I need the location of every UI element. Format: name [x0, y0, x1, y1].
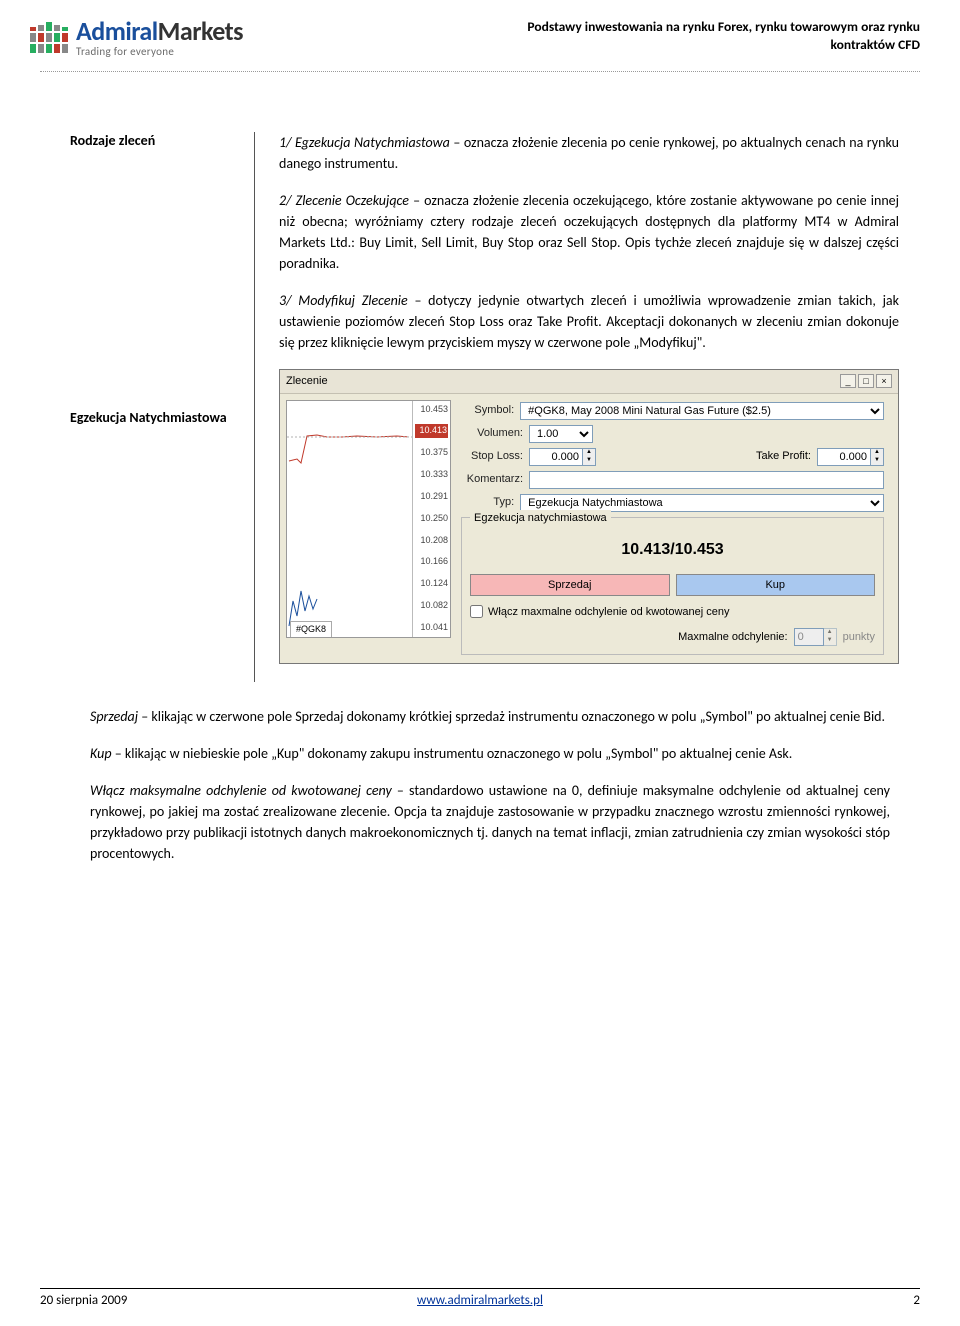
- minimize-icon[interactable]: _: [840, 374, 856, 388]
- logo-word-2: Markets: [158, 15, 243, 47]
- order-form: Symbol: #QGK8, May 2008 Mini Natural Gas…: [451, 400, 892, 658]
- takeprofit-spinner[interactable]: ▲▼: [871, 448, 884, 466]
- logo-icon: [30, 22, 68, 53]
- sell-button[interactable]: Sprzedaj: [470, 574, 670, 596]
- price-chart: #QGK8 10.453 10.413 10.375 10.333 10.291…: [286, 400, 451, 638]
- takeprofit-label: Take Profit:: [596, 448, 817, 465]
- paragraph-maxdev: Włącz maksymalne odchylenie od kwotowane…: [90, 780, 890, 864]
- footer-date: 20 sierpnia 2009: [40, 1293, 333, 1308]
- volume-label: Volumen:: [461, 425, 529, 442]
- symbol-label: Symbol:: [461, 402, 520, 419]
- close-icon[interactable]: ×: [876, 374, 892, 388]
- footer-link[interactable]: www.admiralmarkets.pl: [417, 1293, 543, 1308]
- comment-input[interactable]: [529, 471, 884, 489]
- maxdev-spinner: ▲▼: [824, 628, 837, 646]
- volume-select[interactable]: 1.00: [529, 425, 593, 443]
- body-text: Sprzedaj – klikając w czerwone pole Sprz…: [0, 682, 960, 864]
- main-text: 1/ Egzekucja Natychmiastowa – oznacza zł…: [255, 132, 899, 682]
- paragraph-3: 3/ Modyfikuj Zlecenie – dotyczy jedynie …: [279, 290, 899, 353]
- paragraph-1: 1/ Egzekucja Natychmiastowa – oznacza zł…: [279, 132, 899, 174]
- footer-divider: [40, 1288, 920, 1289]
- buy-button[interactable]: Kup: [676, 574, 876, 596]
- footer-page-number: 2: [627, 1293, 920, 1308]
- takeprofit-input[interactable]: [817, 448, 871, 466]
- symbol-select[interactable]: #QGK8, May 2008 Mini Natural Gas Future …: [520, 402, 884, 420]
- maxdev-input: [794, 628, 824, 646]
- logo-word-1: Admiral: [76, 15, 158, 47]
- price-quote: 10.413/10.453: [470, 528, 875, 574]
- logo-tagline: Trading for everyone: [76, 46, 243, 57]
- chart-symbol-tab[interactable]: #QGK8: [290, 621, 332, 637]
- sidebar-heading-execution: Egzekucja Natychmiastowa: [70, 409, 240, 426]
- type-label: Typ:: [461, 494, 520, 511]
- page-footer: 20 sierpnia 2009 www.admiralmarkets.pl 2: [40, 1288, 920, 1308]
- sidebar: Rodzaje zleceń Egzekucja Natychmiastowa: [70, 132, 255, 682]
- stoploss-spinner[interactable]: ▲▼: [583, 448, 596, 466]
- maxdev-label: Maxmalne odchylenie:: [678, 629, 793, 646]
- paragraph-2: 2/ Zlecenie Oczekujące – oznacza złożeni…: [279, 190, 899, 274]
- maximize-icon[interactable]: □: [858, 374, 874, 388]
- group-label: Egzekucja natychmiastowa: [470, 510, 611, 527]
- chart-yaxis: 10.453 10.413 10.375 10.333 10.291 10.25…: [412, 401, 450, 637]
- mt4-screenshot: Zlecenie _ □ ×: [279, 369, 899, 664]
- logo-text: AdmiralMarkets Trading for everyone: [76, 18, 243, 57]
- execution-group: Egzekucja natychmiastowa 10.413/10.453 S…: [461, 517, 884, 656]
- mt4-dialog: Zlecenie _ □ ×: [279, 369, 899, 664]
- maxdev-checkbox-label: Włącz maxmalne odchylenie od kwotowanej …: [488, 604, 730, 621]
- paragraph-buy: Kup – klikając w niebieskie pole „Kup" d…: [90, 743, 890, 764]
- sidebar-heading-types: Rodzaje zleceń: [70, 132, 240, 149]
- stoploss-input[interactable]: [529, 448, 583, 466]
- logo: AdmiralMarkets Trading for everyone: [30, 18, 243, 57]
- maxdev-unit: punkty: [837, 629, 875, 646]
- mt4-title: Zlecenie: [286, 373, 328, 390]
- maxdev-checkbox[interactable]: [470, 605, 483, 618]
- mt4-titlebar: Zlecenie _ □ ×: [280, 370, 898, 394]
- paragraph-sell: Sprzedaj – klikając w czerwone pole Sprz…: [90, 706, 890, 727]
- document-title: Podstawy inwestowania na rynku Forex, ry…: [243, 18, 920, 54]
- stoploss-label: Stop Loss:: [461, 448, 529, 465]
- page-header: AdmiralMarkets Trading for everyone Pods…: [0, 0, 960, 63]
- comment-label: Komentarz:: [461, 471, 529, 488]
